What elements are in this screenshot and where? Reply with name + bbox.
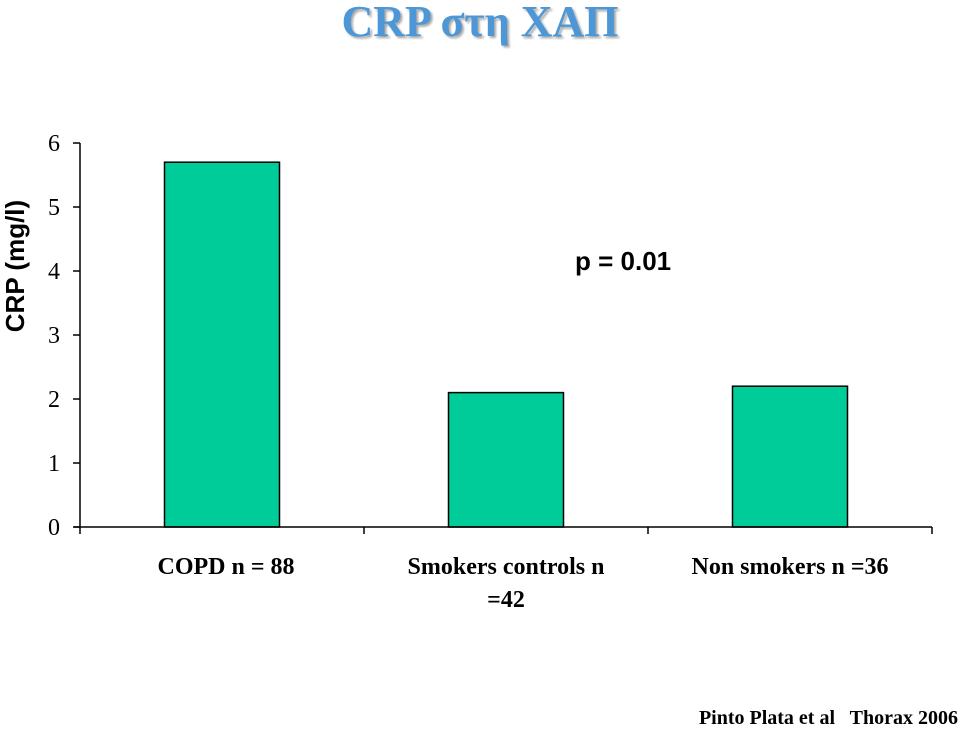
y-tick-label: 4	[48, 259, 60, 285]
x-tick-label: Smokers controls n =42	[408, 554, 605, 613]
bar	[163, 161, 281, 528]
chart-title: CRP στη ΧΑΠ	[341, 0, 619, 46]
bar	[731, 385, 849, 528]
y-tick-label: 2	[48, 387, 60, 413]
y-tick-label: 6	[48, 131, 60, 157]
p-value-annotation: p = 0.01	[575, 246, 671, 276]
y-tick-label: 0	[48, 515, 60, 541]
x-tick-label: Non smokers n =36	[691, 554, 888, 580]
x-tick-label: COPD n = 88	[157, 554, 294, 580]
bar	[447, 391, 565, 528]
citation: Pinto Plata et al Thorax 2006	[698, 707, 958, 729]
y-tick-label: 1	[48, 451, 60, 477]
y-tick-label: 3	[48, 323, 60, 349]
y-tick-label: 5	[48, 195, 60, 221]
